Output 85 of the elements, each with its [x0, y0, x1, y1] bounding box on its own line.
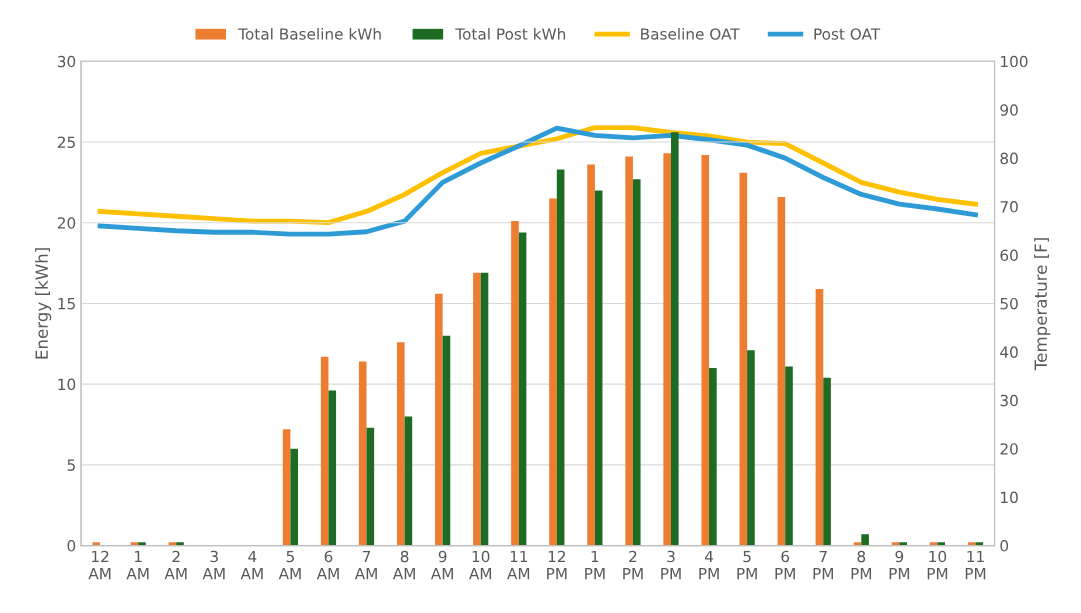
y2-tick-label: 0: [1000, 540, 1009, 552]
bar: [358, 361, 367, 546]
legend-label: Baseline OAT: [641, 27, 740, 40]
y2-tick-label: 70: [1000, 201, 1018, 213]
x-tick-label: 7 AM: [354, 550, 377, 580]
x-tick-label: 6 AM: [316, 550, 339, 580]
y2-tick-label: 90: [1000, 104, 1018, 116]
bar: [739, 172, 748, 546]
bar: [632, 179, 641, 546]
y-tick-label: 15: [58, 298, 75, 310]
bar: [594, 190, 603, 546]
y2-tick-label: 80: [1000, 152, 1018, 165]
x-tick-label: 2 AM: [164, 550, 187, 580]
y-tick-label: 25: [57, 136, 75, 149]
x-tick-label: 12 PM: [547, 550, 567, 580]
y2-tick-label: 30: [1000, 394, 1018, 407]
x-tick-label: 9 AM: [430, 550, 453, 580]
x-tick-label: 10 PM: [927, 550, 948, 580]
x-tick-label: 10 AM: [469, 550, 492, 580]
bar: [663, 153, 672, 546]
bar: [747, 350, 755, 546]
bar: [396, 342, 405, 546]
bar: [556, 169, 565, 546]
legend-label: Total Baseline kWh: [238, 27, 381, 40]
bar: [442, 335, 451, 546]
y-tick-label: 20: [57, 217, 76, 229]
x-tick-label: 8 PM: [851, 550, 872, 580]
bar: [282, 429, 291, 546]
x-tick-label: 7 PM: [813, 550, 833, 580]
y2-tick-label: 40: [1000, 346, 1018, 358]
y-tick-label: 0: [67, 540, 76, 552]
bar: [937, 542, 946, 546]
x-tick-label: 6 PM: [775, 550, 795, 580]
y-tick-label: 10: [58, 378, 76, 391]
y2-tick-label: 10: [1001, 491, 1018, 504]
bar: [480, 272, 489, 546]
bar: [899, 542, 907, 546]
bar: [404, 416, 413, 546]
x-tick-label: 8 AM: [392, 550, 415, 580]
x-tick-label: 5 PM: [737, 550, 757, 580]
y2-axis-title: Temperature [F]: [1034, 238, 1051, 371]
bar: [473, 272, 481, 546]
bar: [815, 288, 824, 546]
x-tick-label: 5 AM: [278, 550, 301, 580]
bar: [290, 448, 299, 546]
x-tick-label: 12 AM: [88, 550, 111, 580]
y2-tick-label: 50: [1000, 297, 1018, 310]
bar: [671, 132, 679, 546]
bar: [138, 542, 146, 546]
bar: [701, 154, 710, 546]
legend-label: Post OAT: [814, 28, 881, 40]
bar: [366, 427, 375, 546]
bar: [328, 390, 337, 546]
x-tick-label: 3 PM: [661, 550, 681, 580]
x-tick-label: 2 PM: [623, 550, 643, 580]
bar: [92, 542, 101, 546]
bar: [176, 542, 184, 546]
bar: [975, 542, 984, 546]
bar: [861, 534, 869, 546]
bar: [709, 368, 717, 546]
y2-tick-label: 20: [1000, 443, 1018, 455]
x-tick-label: 1 AM: [126, 550, 149, 580]
y2-tick-label: 100: [1001, 55, 1028, 68]
x-tick-label: 3 AM: [202, 550, 225, 580]
bar: [785, 366, 793, 546]
y-tick-label: 30: [57, 55, 76, 68]
bar: [435, 293, 443, 546]
x-tick-label: 4 PM: [699, 550, 719, 580]
bar: [549, 198, 557, 546]
y2-tick-label: 60: [1000, 249, 1018, 262]
x-tick-label: 9 PM: [889, 550, 910, 580]
bar: [518, 232, 527, 546]
bar: [823, 377, 831, 546]
x-tick-label: 11 AM: [507, 550, 530, 580]
bar: [625, 156, 633, 546]
x-tick-label: 4 AM: [240, 550, 263, 580]
bar: [777, 196, 786, 546]
x-tick-label: 1 PM: [585, 550, 605, 580]
y-tick-label: 5: [67, 459, 75, 471]
y-axis-title: Energy [kWh]: [35, 248, 52, 359]
legend-label: Total Post kWh: [455, 27, 566, 40]
bar: [320, 356, 329, 546]
bar: [587, 164, 595, 546]
bar: [511, 221, 519, 546]
x-tick-label: 11 PM: [965, 550, 986, 580]
